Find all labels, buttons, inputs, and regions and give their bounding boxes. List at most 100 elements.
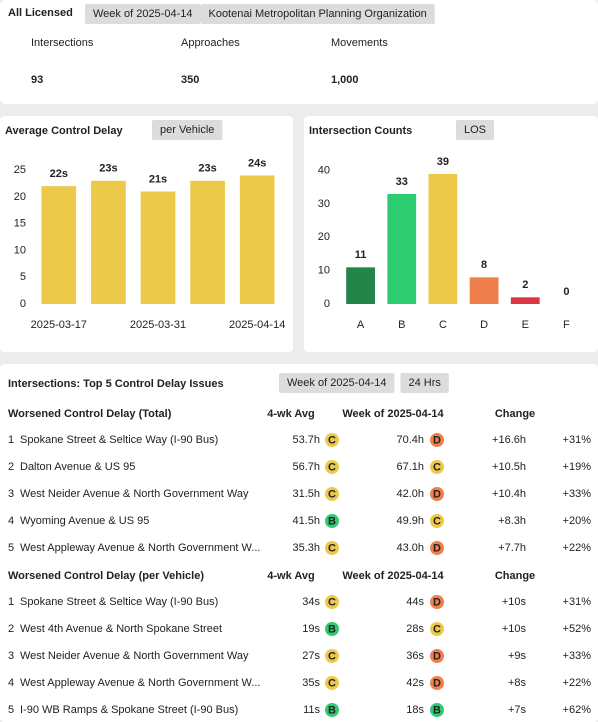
los-letter: B xyxy=(433,704,441,716)
tag[interactable] xyxy=(456,120,495,140)
bar xyxy=(140,191,176,304)
tag[interactable] xyxy=(400,373,449,393)
y-tick-label: 30 xyxy=(318,198,330,210)
change: +10s xyxy=(502,623,527,635)
intersection-name[interactable]: Wyoming Avenue & US 95 xyxy=(20,515,149,527)
los-badge xyxy=(325,622,339,636)
column-header: 4-wk Avg xyxy=(267,570,314,582)
tag[interactable] xyxy=(279,373,395,393)
column-header: Worsened Control Delay (per Vehicle) xyxy=(8,570,204,582)
los-letter: B xyxy=(328,623,336,635)
los-badge xyxy=(325,703,339,717)
value-label: 33 xyxy=(396,176,408,188)
avg-delay: 56.7h xyxy=(292,461,320,473)
rank: 1 xyxy=(8,596,14,608)
y-tick-label: 20 xyxy=(318,231,330,243)
change-pct: +33% xyxy=(563,650,592,662)
intersection-name[interactable]: West Neider Avenue & North Government Wa… xyxy=(20,650,249,662)
los-letter: C xyxy=(328,650,336,662)
value-label: 23s xyxy=(99,163,117,175)
los-badge xyxy=(430,595,444,609)
kpi-label: Approaches xyxy=(181,37,240,49)
week-delay: 42.0h xyxy=(396,488,424,500)
los-badge xyxy=(430,541,444,555)
intersection-name[interactable]: West Neider Avenue & North Government Wa… xyxy=(20,488,249,500)
intersection-name[interactable]: Spokane Street & Seltice Way (I-90 Bus) xyxy=(20,434,218,446)
week-delay: 70.4h xyxy=(396,434,424,446)
value-label: 8 xyxy=(481,259,487,271)
avg-delay: 35.3h xyxy=(292,542,320,554)
los-letter: D xyxy=(433,596,441,608)
tag[interactable] xyxy=(85,4,201,24)
los-letter: D xyxy=(433,434,441,446)
bar xyxy=(387,194,417,304)
avg-delay: 31.5h xyxy=(292,488,320,500)
y-tick-label: 20 xyxy=(14,191,26,203)
intersection-name[interactable]: West Appleway Avenue & North Government … xyxy=(20,542,261,554)
avg-delay: 34s xyxy=(302,596,320,608)
x-tick-label: 2025-03-31 xyxy=(130,319,186,331)
rank: 3 xyxy=(8,650,14,662)
los-badge xyxy=(430,514,444,528)
intersection-name[interactable]: West Appleway Avenue & North Government … xyxy=(20,677,261,689)
rank: 3 xyxy=(8,488,14,500)
intersection-name[interactable]: Dalton Avenue & US 95 xyxy=(20,461,135,473)
week-delay: 43.0h xyxy=(396,542,424,554)
week-delay: 42s xyxy=(406,677,424,689)
column-header: 4-wk Avg xyxy=(267,408,314,420)
los-letter: C xyxy=(328,596,336,608)
column-header: Worsened Control Delay (Total) xyxy=(8,408,172,420)
los-badge xyxy=(325,514,339,528)
value-label: 0 xyxy=(563,286,569,298)
rank: 5 xyxy=(8,704,14,716)
los-badge xyxy=(325,487,339,501)
los-badge xyxy=(325,433,339,447)
los-badge xyxy=(430,622,444,636)
kpi-value: 93 xyxy=(31,74,43,86)
y-tick-label: 15 xyxy=(14,218,26,230)
los-letter: C xyxy=(328,488,336,500)
rank: 4 xyxy=(8,677,14,689)
intersection-name[interactable]: West 4th Avenue & North Spokane Street xyxy=(20,623,222,635)
value-label: 23s xyxy=(198,163,216,175)
change: +9s xyxy=(508,650,527,662)
change-pct: +31% xyxy=(563,434,592,446)
change: +10s xyxy=(502,596,527,608)
week-delay: 44s xyxy=(406,596,424,608)
change-pct: +19% xyxy=(563,461,592,473)
los-letter: C xyxy=(328,434,336,446)
los-letter: D xyxy=(433,488,441,500)
y-tick-label: 0 xyxy=(20,298,26,310)
y-tick-label: 10 xyxy=(318,265,330,277)
y-tick-label: 5 xyxy=(20,271,26,283)
change: +16.6h xyxy=(492,434,526,446)
change-pct: +31% xyxy=(563,596,592,608)
rank: 2 xyxy=(8,623,14,635)
tag[interactable] xyxy=(200,4,435,24)
week-delay: 18s xyxy=(406,704,424,716)
los-letter: B xyxy=(328,515,336,527)
los-badge xyxy=(430,676,444,690)
change-pct: +20% xyxy=(563,515,592,527)
los-letter: B xyxy=(328,704,336,716)
value-label: 11 xyxy=(355,249,367,261)
y-tick-label: 40 xyxy=(318,165,330,177)
tag-label: LOS xyxy=(464,124,486,136)
column-header: Week of 2025-04-14 xyxy=(342,570,444,582)
tag-label: Week of 2025-04-14 xyxy=(93,8,192,20)
change-pct: +33% xyxy=(563,488,592,500)
rank: 1 xyxy=(8,434,14,446)
kpi-label: Intersections xyxy=(31,37,94,49)
y-tick-label: 25 xyxy=(14,164,26,176)
los-letter: C xyxy=(433,461,441,473)
los-badge xyxy=(430,487,444,501)
los-badge xyxy=(430,703,444,717)
rank: 5 xyxy=(8,542,14,554)
tag[interactable] xyxy=(152,120,223,140)
bar xyxy=(346,267,375,304)
bar xyxy=(239,175,275,304)
intersection-name[interactable]: Spokane Street & Seltice Way (I-90 Bus) xyxy=(20,596,218,608)
change: +10.4h xyxy=(492,488,526,500)
intersection-name[interactable]: I-90 WB Ramps & Spokane Street (I-90 Bus… xyxy=(20,704,238,716)
